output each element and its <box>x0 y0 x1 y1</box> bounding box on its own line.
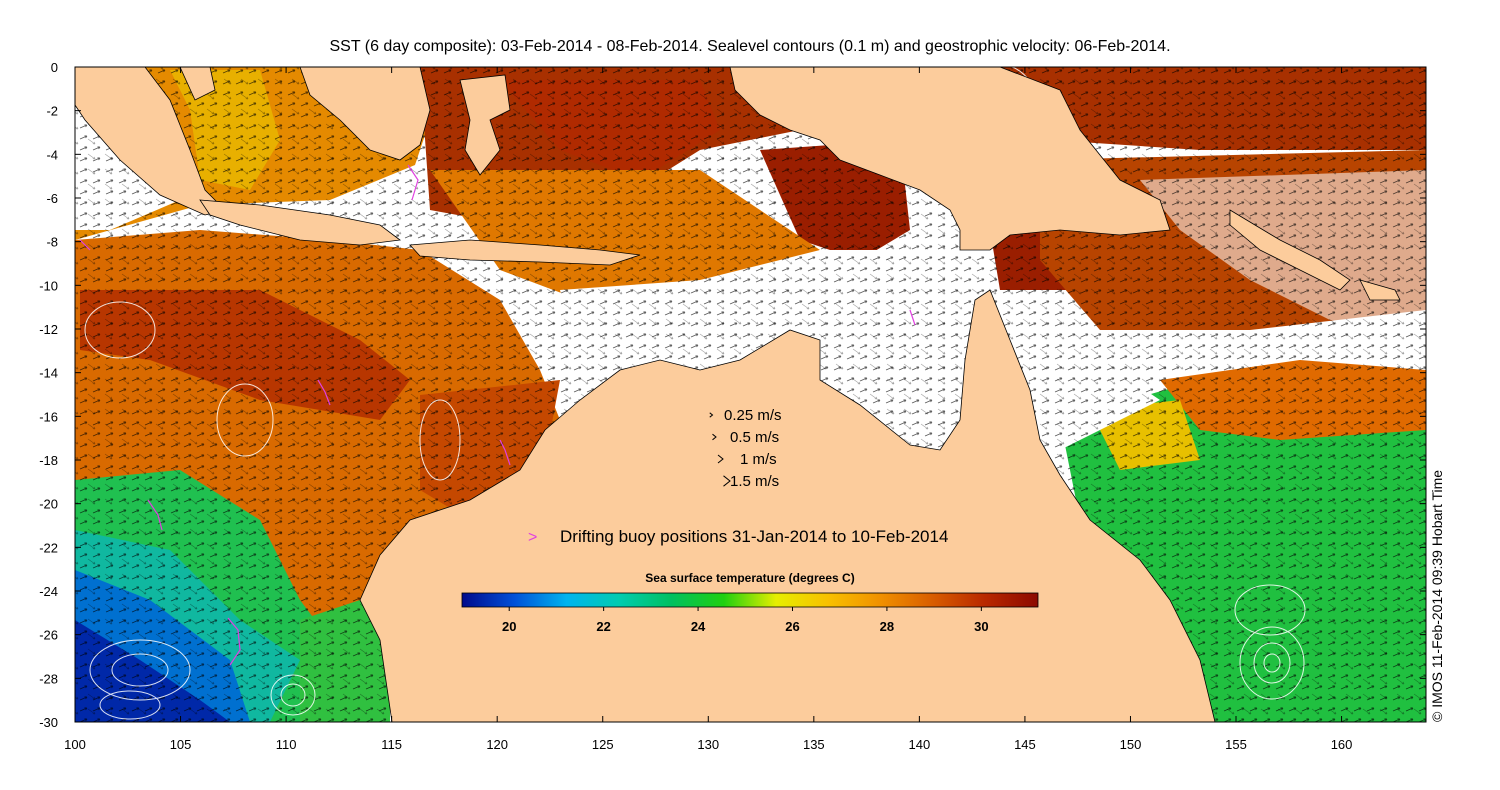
buoy-legend-marker: > <box>528 529 537 546</box>
x-axis: 100 105 110 115 120 125 130 135 140 145 150 155 160 <box>64 67 1352 752</box>
buoy-track <box>79 239 91 251</box>
plot-area <box>75 67 1426 722</box>
contour-ring <box>89 639 191 701</box>
contour-ring <box>419 399 461 481</box>
velocity-legend-label: 0.5 m/s <box>730 429 779 446</box>
colorbar: Sea surface temperature (degrees C) 20 22… <box>461 571 1039 634</box>
buoy-track <box>227 617 241 666</box>
velocity-legend-label: 0.25 m/s <box>724 407 782 424</box>
buoy-track <box>909 309 916 326</box>
y-tick-label: -26 <box>39 628 58 643</box>
land-island <box>1359 279 1401 301</box>
buoy-legend: > Drifting buoy positions 31-Jan-2014 to… <box>528 527 948 546</box>
x-tick-label: 150 <box>1120 737 1142 752</box>
x-tick-label: 140 <box>909 737 931 752</box>
buoy-legend-label: Drifting buoy positions 31-Jan-2014 to 1… <box>560 527 948 546</box>
plot-frame <box>74 66 1427 723</box>
velocity-legend-label: 1.5 m/s <box>730 473 779 490</box>
land <box>75 67 1401 722</box>
velocity-legend-arrow <box>717 454 724 464</box>
y-tick-label: -30 <box>39 715 58 730</box>
x-tick-label: 135 <box>803 737 825 752</box>
buoy-track <box>147 499 163 531</box>
velocity-legend-label: 1 m/s <box>740 451 777 468</box>
velocity-legend-arrow <box>723 475 731 487</box>
y-tick-label: -22 <box>39 540 58 555</box>
credit-label: © IMOS 11-Feb-2014 09:39 Hobart Time <box>1429 470 1445 722</box>
colorbar-tick-label: 20 <box>502 619 516 634</box>
y-tick-label: -14 <box>39 366 58 381</box>
contour-ring <box>111 653 169 687</box>
land-malay-peninsula <box>179 67 216 101</box>
contour-ring <box>99 690 161 720</box>
land-java <box>199 199 402 246</box>
colorbar-tick-label: 24 <box>691 619 706 634</box>
contour-ring <box>1234 584 1306 636</box>
land-lesser-sunda <box>409 239 641 266</box>
x-tick-label: 125 <box>592 737 614 752</box>
colorbar-tick-label: 28 <box>880 619 894 634</box>
land-australia <box>359 289 1216 722</box>
y-axis: 0 -2 -4 -6 -8 -10 -12 -14 -16 -18 -20 -22 -24 -26 -28 -… <box>39 60 1426 730</box>
y-tick-label: 0 <box>51 60 58 75</box>
velocity-legend-arrow <box>709 412 714 418</box>
contour-ring <box>84 301 156 359</box>
contour-ring <box>280 683 306 707</box>
contour-ring <box>1253 642 1291 684</box>
velocity-legend-arrow <box>712 433 717 441</box>
x-tick-label: 120 <box>486 737 508 752</box>
y-tick-label: -28 <box>39 671 58 686</box>
buoy-track <box>499 439 511 466</box>
land-solomon-islands <box>1229 209 1351 291</box>
drifting-buoy-markers <box>79 164 916 666</box>
buoy-track <box>317 379 331 406</box>
y-tick-label: -16 <box>39 409 58 424</box>
contour-ring <box>270 674 316 716</box>
contour-ring <box>1263 653 1281 673</box>
land-new-guinea <box>729 67 1171 251</box>
colorbar-tick-label: 22 <box>596 619 610 634</box>
x-tick-label: 115 <box>381 737 402 752</box>
velocity-legend: 0.25 m/s 0.5 m/s 1 m/s 1.5 m/s <box>709 407 782 490</box>
land-borneo <box>299 67 431 161</box>
x-tick-label: 105 <box>170 737 192 752</box>
y-tick-label: -8 <box>46 235 58 250</box>
contour-ring <box>1239 626 1305 700</box>
buoy-track <box>407 164 419 201</box>
map-title: SST (6 day composite): 03-Feb-2014 - 08-… <box>329 38 1171 55</box>
land-sulawesi <box>459 74 511 176</box>
colorbar-title: Sea surface temperature (degrees C) <box>645 571 854 585</box>
y-tick-label: -4 <box>46 147 58 162</box>
y-tick-label: -20 <box>39 497 58 512</box>
contour-ring <box>216 383 274 457</box>
y-tick-label: -12 <box>39 322 58 337</box>
y-tick-label: -18 <box>39 453 58 468</box>
colorbar-tick-label: 30 <box>974 619 988 634</box>
colorbar-scale <box>461 592 1039 608</box>
x-tick-label: 110 <box>276 737 297 752</box>
x-tick-label: 130 <box>697 737 719 752</box>
x-tick-label: 155 <box>1225 737 1247 752</box>
y-tick-label: -10 <box>39 278 58 293</box>
y-tick-label: -24 <box>39 584 58 599</box>
colorbar-ticks: 20 22 24 26 28 30 <box>502 607 989 634</box>
x-tick-label: 145 <box>1014 737 1036 752</box>
x-tick-label: 160 <box>1331 737 1353 752</box>
colorbar-tick-label: 26 <box>785 619 799 634</box>
x-tick-label: 100 <box>64 737 86 752</box>
y-tick-label: -6 <box>46 191 58 206</box>
y-tick-label: -2 <box>46 104 58 119</box>
